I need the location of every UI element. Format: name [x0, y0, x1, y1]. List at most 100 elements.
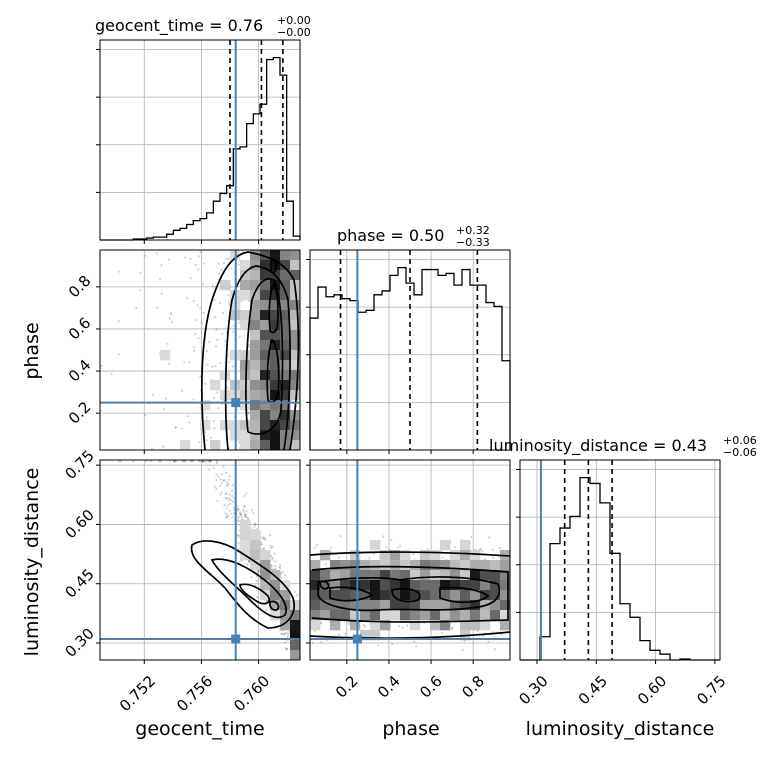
density-cell: [290, 310, 300, 321]
density-cell: [380, 560, 391, 571]
density-cell: [340, 590, 351, 601]
sample-point: [245, 510, 248, 513]
density-cell: [200, 400, 211, 411]
title-geocent-time: geocent_time = 0.76 +0.00 −0.00: [95, 14, 311, 39]
sample-point: [274, 565, 277, 568]
density-cell: [250, 300, 261, 311]
sample-point: [228, 509, 231, 512]
density-cell: [250, 380, 261, 391]
sample-point: [110, 373, 113, 376]
sample-point: [461, 648, 464, 651]
density-cell: [470, 620, 481, 631]
density-cell: [320, 590, 331, 601]
density-cell: [360, 570, 371, 581]
sample-point: [252, 512, 255, 515]
density-cell: [330, 620, 341, 631]
density-cell: [450, 550, 461, 561]
sample-point: [255, 528, 258, 531]
sample-point: [487, 640, 490, 644]
sample-point: [219, 362, 222, 365]
sample-point: [190, 460, 193, 463]
sample-point: [192, 398, 195, 401]
sample-point: [273, 552, 276, 555]
sample-point: [195, 319, 198, 322]
density-cell: [440, 600, 451, 611]
density-cell: [290, 620, 300, 631]
sample-point: [398, 544, 402, 548]
density-cell: [260, 570, 271, 581]
sample-point: [270, 546, 273, 550]
sample-point: [211, 365, 214, 368]
sample-point: [488, 536, 491, 539]
density-cell: [340, 580, 351, 591]
density-cell: [450, 570, 461, 581]
density-cell: [430, 570, 441, 581]
density-cell: [370, 630, 381, 641]
density-cell: [240, 430, 251, 441]
density-cell: [460, 550, 471, 561]
sample-point: [183, 361, 186, 364]
ylabel-luminosity-distance: luminosity_distance: [21, 468, 43, 657]
density-cell: [420, 610, 431, 621]
sample-point: [233, 509, 236, 512]
title-phase: phase = 0.50 +0.32 −0.33: [337, 224, 490, 249]
density-cell: [420, 590, 431, 601]
density-cell: [450, 610, 461, 621]
density-cell: [290, 610, 300, 621]
density-cell: [330, 600, 341, 611]
sample-point: [220, 473, 223, 476]
xlabel-geocent-time: geocent_time: [135, 718, 264, 740]
y-tick-label-luminosity-distance: 0.30: [61, 624, 97, 660]
sample-point: [149, 460, 152, 463]
sample-point: [199, 460, 202, 463]
sample-point: [228, 360, 231, 364]
sample-point: [208, 460, 211, 463]
density-cell: [240, 440, 251, 450]
sample-point: [313, 546, 316, 549]
density-cell: [350, 600, 361, 611]
density-cell: [310, 620, 321, 631]
sample-point: [240, 300, 243, 303]
sample-point: [242, 509, 245, 512]
sample-point: [476, 629, 479, 633]
density-cell: [480, 560, 491, 571]
sample-point: [284, 631, 287, 635]
x-tick-label-phase: 0.4: [374, 672, 404, 702]
sample-point: [254, 522, 257, 525]
density-cell: [250, 320, 261, 331]
contour-line: [268, 282, 279, 334]
sample-point: [236, 519, 239, 522]
density-cell: [350, 580, 361, 591]
sample-point: [207, 460, 210, 463]
sample-point: [391, 642, 394, 646]
sample-point: [150, 447, 153, 450]
sample-point: [250, 509, 253, 512]
density-cell: [500, 570, 510, 581]
sample-point: [218, 301, 222, 305]
sample-point: [239, 513, 242, 516]
density-cell: [470, 600, 481, 611]
density-cell: [250, 560, 261, 571]
density-cell: [500, 560, 510, 571]
histogram-step: [520, 476, 720, 661]
density-cell: [260, 250, 271, 261]
sample-point: [270, 566, 273, 569]
density-cell: [200, 420, 211, 431]
sample-point: [363, 625, 366, 628]
sample-point: [181, 389, 184, 392]
sample-point: [162, 445, 165, 448]
sample-point: [139, 271, 142, 274]
density-cell: [290, 390, 300, 401]
sample-point: [180, 427, 183, 430]
sample-point: [199, 307, 202, 310]
sample-point: [237, 517, 240, 520]
sample-point: [217, 407, 220, 410]
density-cell: [250, 400, 261, 411]
axes-frame: [519, 459, 721, 661]
sample-point: [248, 559, 251, 563]
sample-point: [225, 516, 228, 519]
sample-point: [144, 460, 148, 463]
density-cell: [470, 570, 481, 581]
sample-point: [237, 515, 240, 518]
sample-point: [263, 537, 266, 540]
